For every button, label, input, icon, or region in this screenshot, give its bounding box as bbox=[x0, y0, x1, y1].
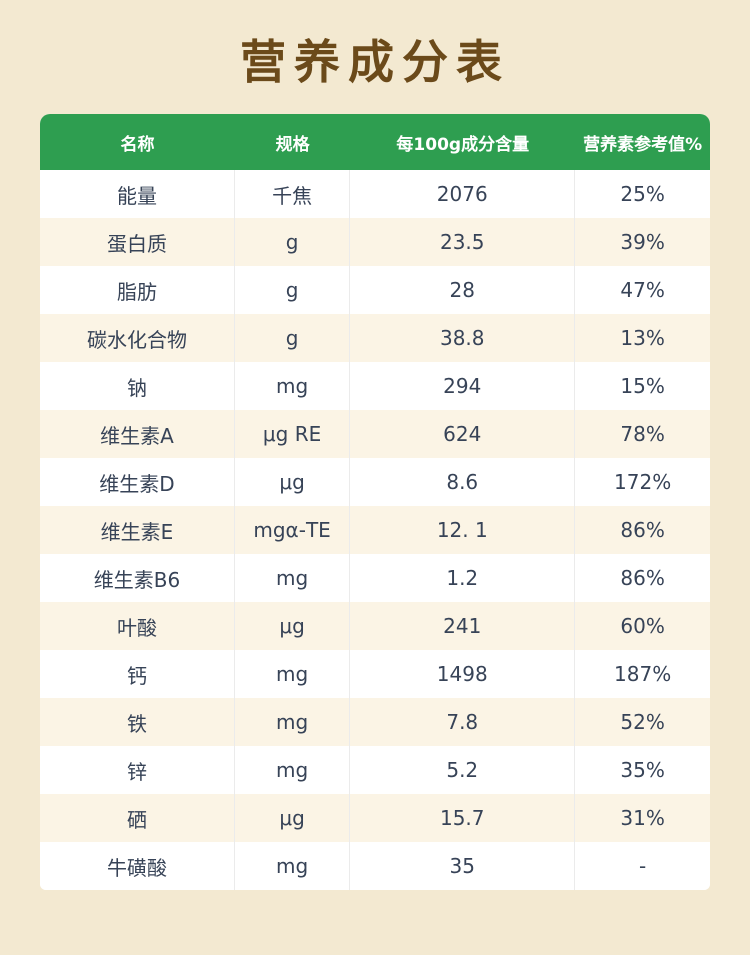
cell-amount: 23.5 bbox=[350, 218, 576, 266]
cell-name: 维生素D bbox=[40, 458, 235, 506]
cell-nrv: 78% bbox=[620, 422, 665, 446]
cell-nrv: 60% bbox=[620, 614, 665, 638]
cell-nrv: 47% bbox=[620, 278, 665, 302]
header-nrv-percent: 营养素参考值% bbox=[583, 134, 703, 155]
cell-amount: 241 bbox=[350, 602, 576, 650]
cell-unit: g bbox=[235, 266, 351, 314]
cell-unit: μg bbox=[235, 458, 351, 506]
table-row: 维生素B6 mg 1.2 86% bbox=[40, 554, 710, 602]
cell-nrv: 187% bbox=[614, 662, 672, 686]
table-row: 锌 mg 5.2 35% bbox=[40, 746, 710, 794]
cell-amount: 35 bbox=[350, 842, 576, 890]
cell-name: 碳水化合物 bbox=[40, 314, 235, 362]
cell-unit: mg bbox=[235, 650, 351, 698]
header-name: 名称 bbox=[120, 134, 155, 155]
cell-unit: 千焦 bbox=[235, 170, 351, 218]
cell-name: 硒 bbox=[40, 794, 235, 842]
cell-unit: mg bbox=[235, 746, 351, 794]
table-row: 维生素D μg 8.6 172% bbox=[40, 458, 710, 506]
table-row: 铁 mg 7.8 52% bbox=[40, 698, 710, 746]
page-title: 营养成分表 bbox=[240, 35, 510, 89]
cell-unit: μg RE bbox=[235, 410, 351, 458]
table-row: 硒 μg 15.7 31% bbox=[40, 794, 710, 842]
cell-amount: 294 bbox=[350, 362, 576, 410]
table-row: 蛋白质 g 23.5 39% bbox=[40, 218, 710, 266]
cell-name: 维生素A bbox=[40, 410, 235, 458]
cell-name: 钙 bbox=[40, 650, 235, 698]
cell-nrv: 31% bbox=[620, 806, 665, 830]
cell-nrv: 35% bbox=[620, 758, 665, 782]
header-amount-per-100g: 每100g成分含量 bbox=[396, 134, 530, 155]
cell-amount: 1.2 bbox=[350, 554, 576, 602]
cell-unit: μg bbox=[235, 602, 351, 650]
table-row: 钙 mg 1498 187% bbox=[40, 650, 710, 698]
table-row: 叶酸 μg 241 60% bbox=[40, 602, 710, 650]
table-header-row: 名称 规格 每100g成分含量 营养素参考值% bbox=[40, 114, 710, 170]
nutrition-table: 名称 规格 每100g成分含量 营养素参考值% 能量 千焦 2076 25% 蛋白质 g 2… bbox=[40, 114, 710, 890]
cell-unit: g bbox=[235, 218, 351, 266]
cell-nrv: 86% bbox=[620, 518, 665, 542]
cell-amount: 38.8 bbox=[350, 314, 576, 362]
cell-nrv: 172% bbox=[614, 470, 672, 494]
cell-nrv: 13% bbox=[620, 326, 665, 350]
cell-name: 能量 bbox=[40, 170, 235, 218]
cell-amount: 15.7 bbox=[350, 794, 576, 842]
cell-name: 牛磺酸 bbox=[40, 842, 235, 890]
table-row: 钠 mg 294 15% bbox=[40, 362, 710, 410]
cell-unit: mg bbox=[235, 842, 351, 890]
table-row: 维生素A μg RE 624 78% bbox=[40, 410, 710, 458]
cell-amount: 28 bbox=[350, 266, 576, 314]
cell-unit: mg bbox=[235, 362, 351, 410]
table-row: 维生素E mgα-TE 12. 1 86% bbox=[40, 506, 710, 554]
cell-nrv: 86% bbox=[620, 566, 665, 590]
cell-name: 蛋白质 bbox=[40, 218, 235, 266]
cell-unit: mg bbox=[235, 698, 351, 746]
cell-nrv: 25% bbox=[620, 182, 665, 206]
cell-unit: g bbox=[235, 314, 351, 362]
cell-amount: 5.2 bbox=[350, 746, 576, 794]
cell-name: 维生素B6 bbox=[40, 554, 235, 602]
cell-nrv: 15% bbox=[620, 374, 665, 398]
cell-nrv: 52% bbox=[620, 710, 665, 734]
cell-nrv: 39% bbox=[620, 230, 665, 254]
cell-name: 锌 bbox=[40, 746, 235, 794]
cell-amount: 12. 1 bbox=[350, 506, 576, 554]
cell-name: 叶酸 bbox=[40, 602, 235, 650]
cell-amount: 1498 bbox=[350, 650, 576, 698]
header-unit: 规格 bbox=[275, 134, 310, 155]
cell-name: 脂肪 bbox=[40, 266, 235, 314]
cell-amount: 624 bbox=[350, 410, 576, 458]
cell-unit: mg bbox=[235, 554, 351, 602]
cell-nrv: - bbox=[639, 854, 647, 878]
table-row: 碳水化合物 g 38.8 13% bbox=[40, 314, 710, 362]
cell-name: 钠 bbox=[40, 362, 235, 410]
cell-name: 维生素E bbox=[40, 506, 235, 554]
table-row: 脂肪 g 28 47% bbox=[40, 266, 710, 314]
cell-unit: mgα-TE bbox=[235, 506, 351, 554]
cell-amount: 8.6 bbox=[350, 458, 576, 506]
table-row: 牛磺酸 mg 35 - bbox=[40, 842, 710, 890]
cell-amount: 7.8 bbox=[350, 698, 576, 746]
table-body: 能量 千焦 2076 25% 蛋白质 g 23.5 39% 脂肪 g 28 47% 碳水化合物 g 38.8… bbox=[40, 170, 710, 890]
cell-unit: μg bbox=[235, 794, 351, 842]
cell-name: 铁 bbox=[40, 698, 235, 746]
cell-amount: 2076 bbox=[350, 170, 576, 218]
table-row: 能量 千焦 2076 25% bbox=[40, 170, 710, 218]
